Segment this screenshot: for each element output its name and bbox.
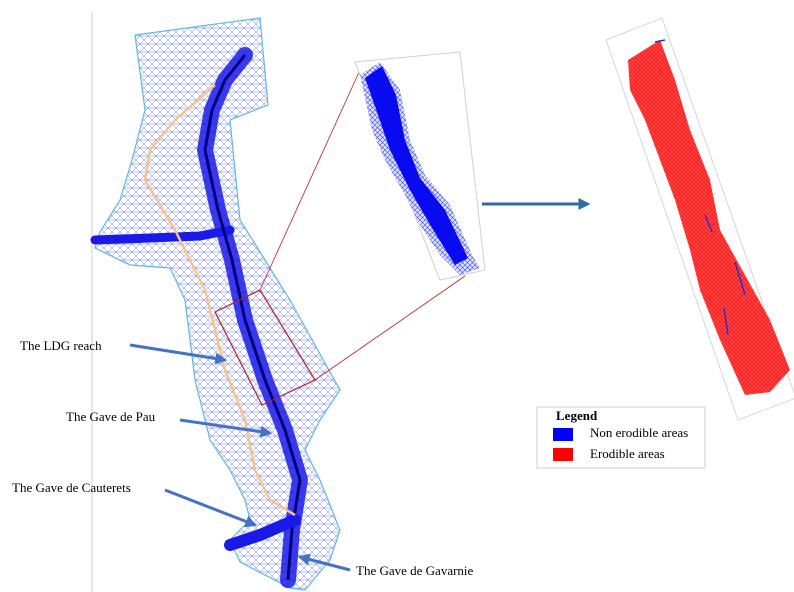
zoom-inset — [354, 51, 486, 281]
legend-label: Non erodible areas — [590, 425, 688, 440]
legend-swatch — [553, 428, 573, 441]
callout-arrow — [129, 343, 228, 365]
legend-label: Erodible areas — [590, 446, 665, 461]
callout-arrow — [297, 553, 351, 572]
callout-label: The Gave de Cauterets — [12, 480, 131, 495]
erodibility-map — [605, 17, 794, 421]
callout-label: The LDG reach — [20, 338, 102, 353]
callout-label: The Gave de Pau — [66, 409, 156, 424]
callout-arrow — [179, 418, 273, 438]
mesh-map — [90, 17, 466, 591]
legend-title: Legend — [556, 408, 598, 423]
legend: Legend Non erodible areas Erodible areas — [536, 406, 706, 469]
legend-swatch — [553, 448, 573, 461]
callout-label: The Gave de Gavarnie — [356, 563, 474, 578]
callouts: The LDG reach The Gave de Pau The Gave d… — [12, 338, 474, 578]
callout-arrow — [164, 488, 258, 528]
